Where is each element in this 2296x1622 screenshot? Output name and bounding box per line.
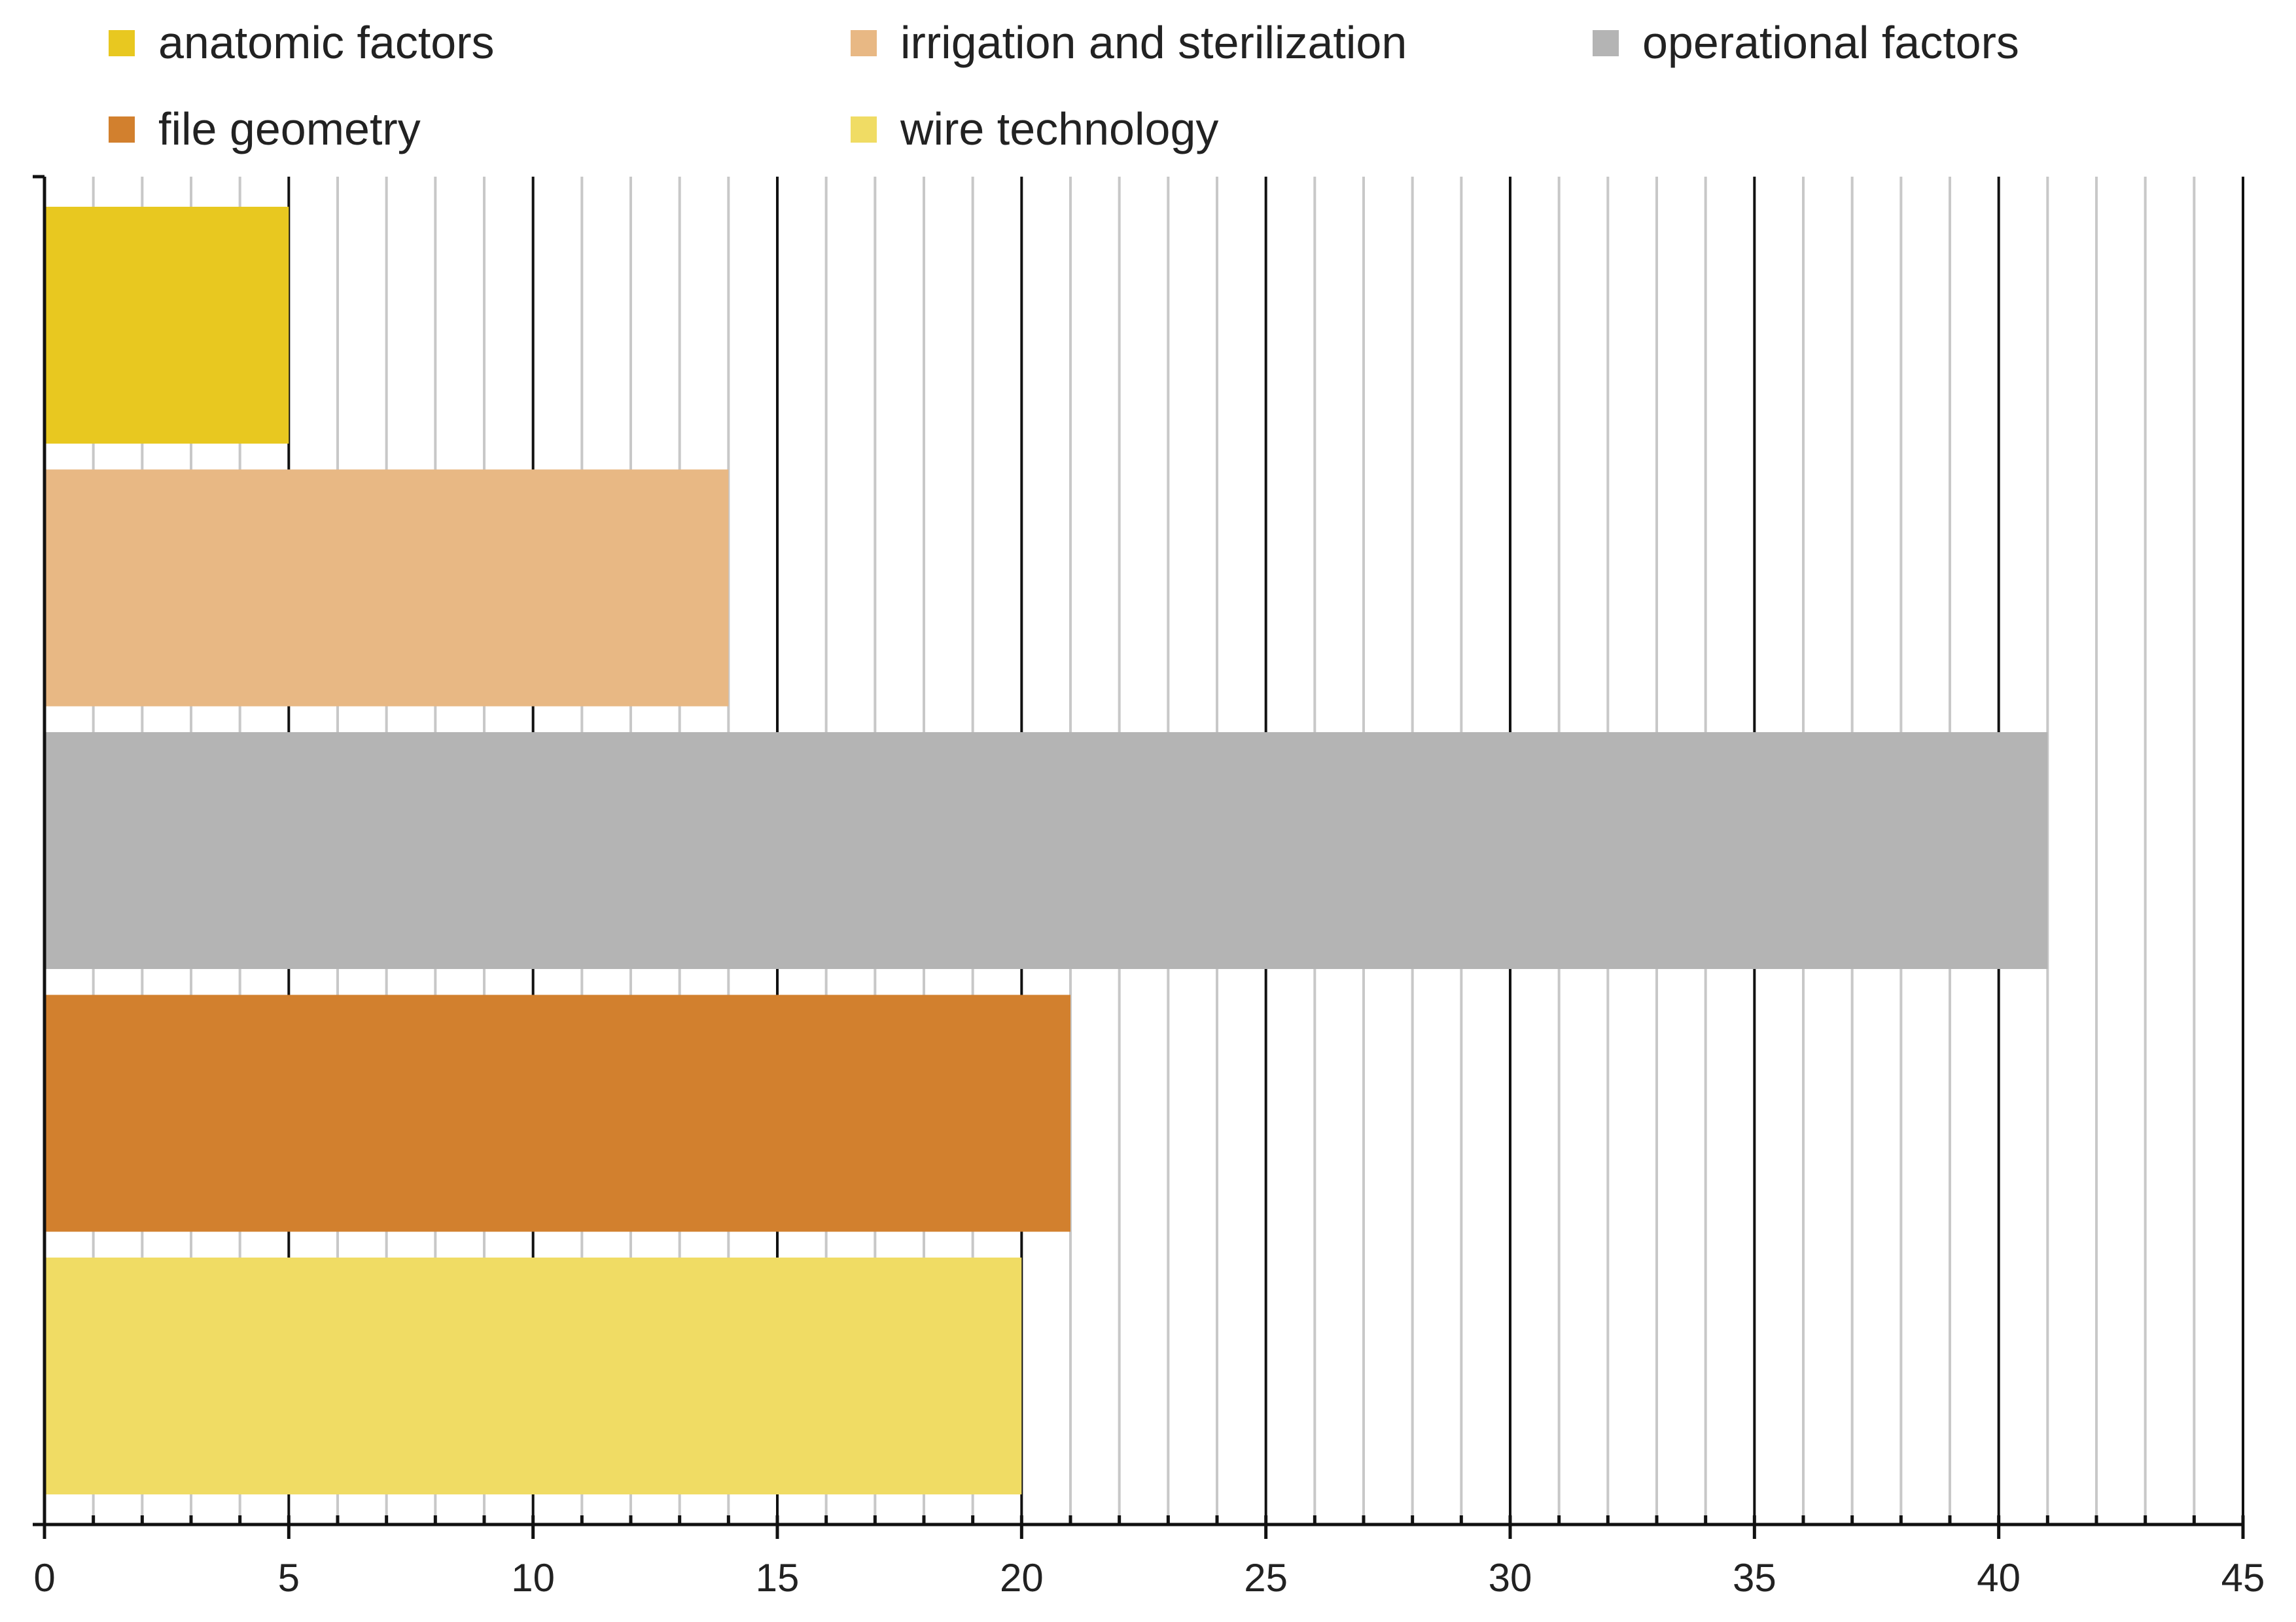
bars: [44, 207, 2048, 1494]
legend-item: wire technology: [851, 103, 1218, 154]
legend-item: file geometry: [109, 103, 421, 154]
legend-swatch: [851, 30, 877, 56]
x-tick-label: 35: [1733, 1556, 1776, 1600]
bar-wire-technology: [44, 1258, 1022, 1494]
legend-swatch: [1593, 30, 1619, 56]
bar-file-geometry: [44, 995, 1070, 1232]
axes: 0 5 10 15 20 25 30 35 40 45: [33, 175, 2265, 1600]
bar-irrigation-and-sterilization: [44, 469, 729, 707]
legend-item: operational factors: [1593, 17, 2019, 68]
legend-item: anatomic factors: [109, 17, 495, 68]
x-tick-label: 10: [511, 1556, 555, 1600]
x-tick-label: 15: [756, 1556, 800, 1600]
bar-anatomic-factors: [44, 207, 289, 444]
x-tick-label: 25: [1244, 1556, 1288, 1600]
bar-operational-factors: [44, 732, 2048, 969]
legend: anatomic factors irrigation and steriliza…: [109, 17, 2019, 154]
x-tick-label: 40: [1977, 1556, 2021, 1600]
x-tick-label: 5: [278, 1556, 300, 1600]
legend-label: operational factors: [1642, 17, 2019, 68]
legend-label: wire technology: [900, 103, 1218, 154]
x-tick-label: 20: [1000, 1556, 1044, 1600]
legend-swatch: [851, 116, 877, 143]
legend-label: anatomic factors: [158, 17, 495, 68]
legend-item: irrigation and sterilization: [851, 17, 1407, 68]
x-tick-label: 0: [33, 1556, 55, 1600]
x-tick-label: 30: [1489, 1556, 1532, 1600]
legend-label: irrigation and sterilization: [900, 17, 1407, 68]
x-tick-label: 45: [2221, 1556, 2265, 1600]
legend-swatch: [109, 30, 135, 56]
legend-label: file geometry: [158, 103, 421, 154]
legend-swatch: [109, 116, 135, 143]
